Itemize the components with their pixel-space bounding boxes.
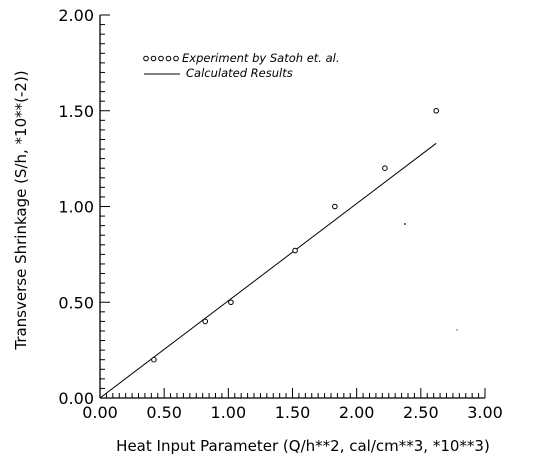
stray-speck bbox=[404, 223, 406, 225]
x-tick-label: 2.50 bbox=[403, 403, 439, 422]
experiment-point bbox=[202, 318, 209, 325]
series-layer bbox=[99, 107, 440, 399]
legend-circle bbox=[150, 55, 157, 62]
legend-circle bbox=[143, 55, 149, 62]
y-tick-label: 1.00 bbox=[58, 198, 94, 217]
y-tick-label: 2.00 bbox=[58, 6, 94, 25]
legend-circle bbox=[173, 55, 179, 62]
x-tick-label: 2.00 bbox=[339, 403, 375, 422]
y-axis-ticks: 0.00 0.50 1.00 1.50 2.00 bbox=[58, 6, 110, 408]
legend-circle bbox=[165, 55, 172, 62]
x-tick-label: 1.00 bbox=[211, 403, 247, 422]
y-tick-label: 0.50 bbox=[58, 293, 94, 312]
legend-circle bbox=[158, 55, 164, 62]
legend-marker-experiment bbox=[143, 55, 179, 62]
legend-label-experiment: Experiment by Satoh et. al. bbox=[182, 51, 340, 65]
experiment-point bbox=[382, 165, 388, 171]
legend: Experiment by Satoh et. al. Calculated R… bbox=[143, 51, 340, 80]
legend-label-calculated: Calculated Results bbox=[186, 66, 293, 80]
x-tick-label: 3.00 bbox=[467, 403, 503, 422]
x-axis-ticks: 0.00 0.50 1.00 1.50 2.00 2.50 3.00 bbox=[82, 388, 503, 422]
experiment-point bbox=[228, 299, 234, 306]
stray-speck bbox=[456, 329, 458, 331]
y-tick-label: 1.50 bbox=[58, 102, 94, 121]
y-tick-label: 0.00 bbox=[58, 389, 94, 408]
calculated-results-line bbox=[99, 142, 437, 399]
experiment-point bbox=[433, 107, 440, 114]
experiment-point bbox=[332, 203, 338, 210]
x-tick-label: 1.50 bbox=[275, 403, 311, 422]
x-axis-label: Heat Input Parameter (Q/h**2, cal/cm**3,… bbox=[116, 437, 490, 455]
y-axis-label: Transverse Shrinkage (S/h, *10**(-2)) bbox=[12, 70, 30, 350]
x-tick-label: 0.00 bbox=[82, 403, 118, 422]
experiment-point bbox=[292, 247, 298, 254]
experiment-point bbox=[151, 356, 157, 363]
x-tick-label: 0.50 bbox=[146, 403, 182, 422]
